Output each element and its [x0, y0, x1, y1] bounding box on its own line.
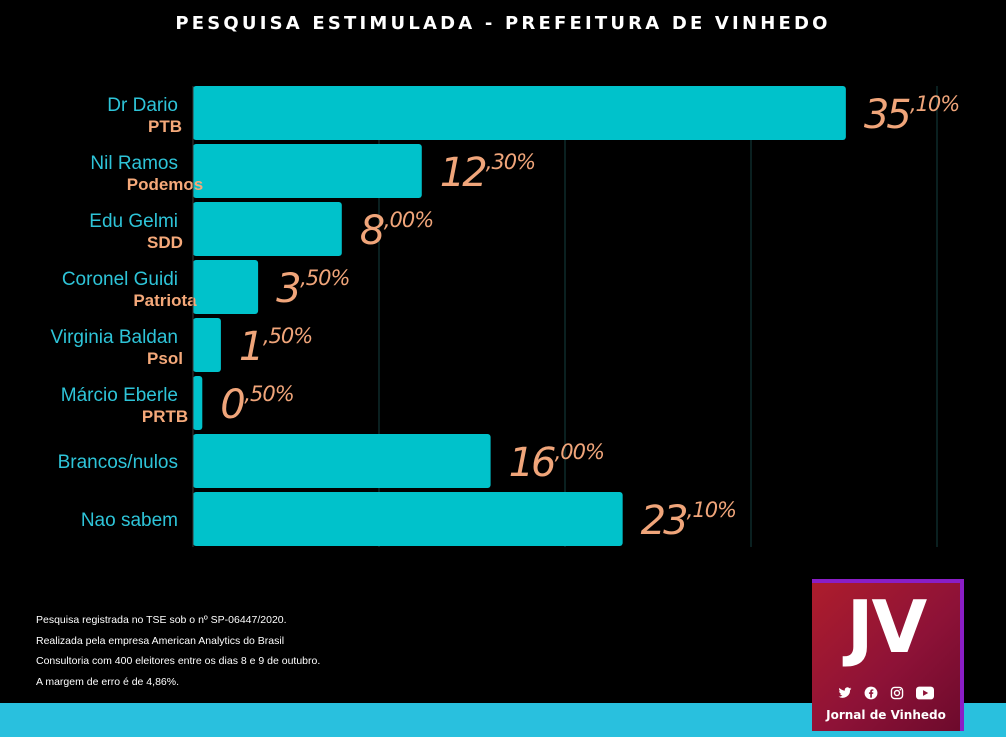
- category-label: Brancos/nulos: [58, 452, 178, 473]
- party-label: PTB: [148, 117, 182, 136]
- note-line: A margem de erro é de 4,86%.: [36, 675, 179, 688]
- logo-name: Jornal de Vinhedo: [826, 708, 946, 722]
- category-label: Márcio Eberle: [61, 385, 178, 406]
- category-label: Nao sabem: [81, 510, 178, 531]
- note-line: Consultoria com 400 eleitores entre os d…: [36, 655, 321, 667]
- category-label: Nil Ramos: [90, 153, 178, 174]
- chart-title: PESQUISA ESTIMULADA - PREFEITURA DE VINH…: [175, 13, 831, 34]
- value-label-decimal: ,50%: [300, 266, 349, 290]
- bar: [193, 376, 203, 430]
- bar: [193, 434, 491, 488]
- twitter-icon[interactable]: [838, 686, 852, 700]
- value-label-decimal: ,10%: [910, 92, 959, 116]
- bar: [193, 318, 221, 372]
- bar: [193, 202, 342, 256]
- bar: [193, 144, 422, 198]
- category-label: Virginia Baldan: [51, 327, 178, 348]
- value-label-integer: 0: [220, 382, 244, 428]
- category-label: Dr Dario: [107, 95, 178, 116]
- value-label-decimal: ,50%: [263, 324, 312, 348]
- value-label-decimal: ,30%: [486, 150, 535, 174]
- value-label-decimal: ,00%: [384, 208, 433, 232]
- instagram-icon[interactable]: [890, 686, 904, 700]
- category-label: Edu Gelmi: [89, 211, 178, 232]
- value-label-integer: 16: [509, 440, 555, 486]
- value-label-decimal: ,50%: [244, 382, 293, 406]
- youtube-icon[interactable]: [916, 686, 934, 700]
- bar: [193, 492, 623, 546]
- party-label: SDD: [147, 233, 183, 252]
- note-line: Pesquisa registrada no TSE sob o nº SP-0…: [36, 614, 287, 626]
- value-label-integer: 3: [276, 266, 299, 312]
- party-label: Patriota: [133, 291, 197, 310]
- value-label-integer: 1: [239, 324, 261, 370]
- value-label-integer: 35: [864, 92, 910, 138]
- social-icons: [812, 686, 960, 700]
- party-label: PRTB: [142, 407, 188, 426]
- party-label: Psol: [147, 349, 183, 368]
- jornal-de-vinhedo-logo: JV Jornal de Vinhedo: [812, 579, 964, 731]
- value-label-integer: 8: [360, 208, 384, 254]
- value-label-decimal: ,00%: [555, 440, 604, 464]
- value-label-integer: 12: [440, 150, 485, 196]
- bar: [193, 260, 259, 314]
- bar: [193, 86, 846, 140]
- party-label: Podemos: [127, 175, 204, 194]
- facebook-icon[interactable]: [864, 686, 878, 700]
- value-label-decimal: ,10%: [687, 498, 736, 522]
- logo-mark: JV: [846, 585, 928, 669]
- note-line: Realizada pela empresa American Analytic…: [36, 634, 285, 647]
- value-label-integer: 23: [641, 498, 686, 544]
- survey-notes: Pesquisa registrada no TSE sob o nº SP-0…: [36, 610, 320, 692]
- category-label: Coronel Guidi: [62, 269, 178, 290]
